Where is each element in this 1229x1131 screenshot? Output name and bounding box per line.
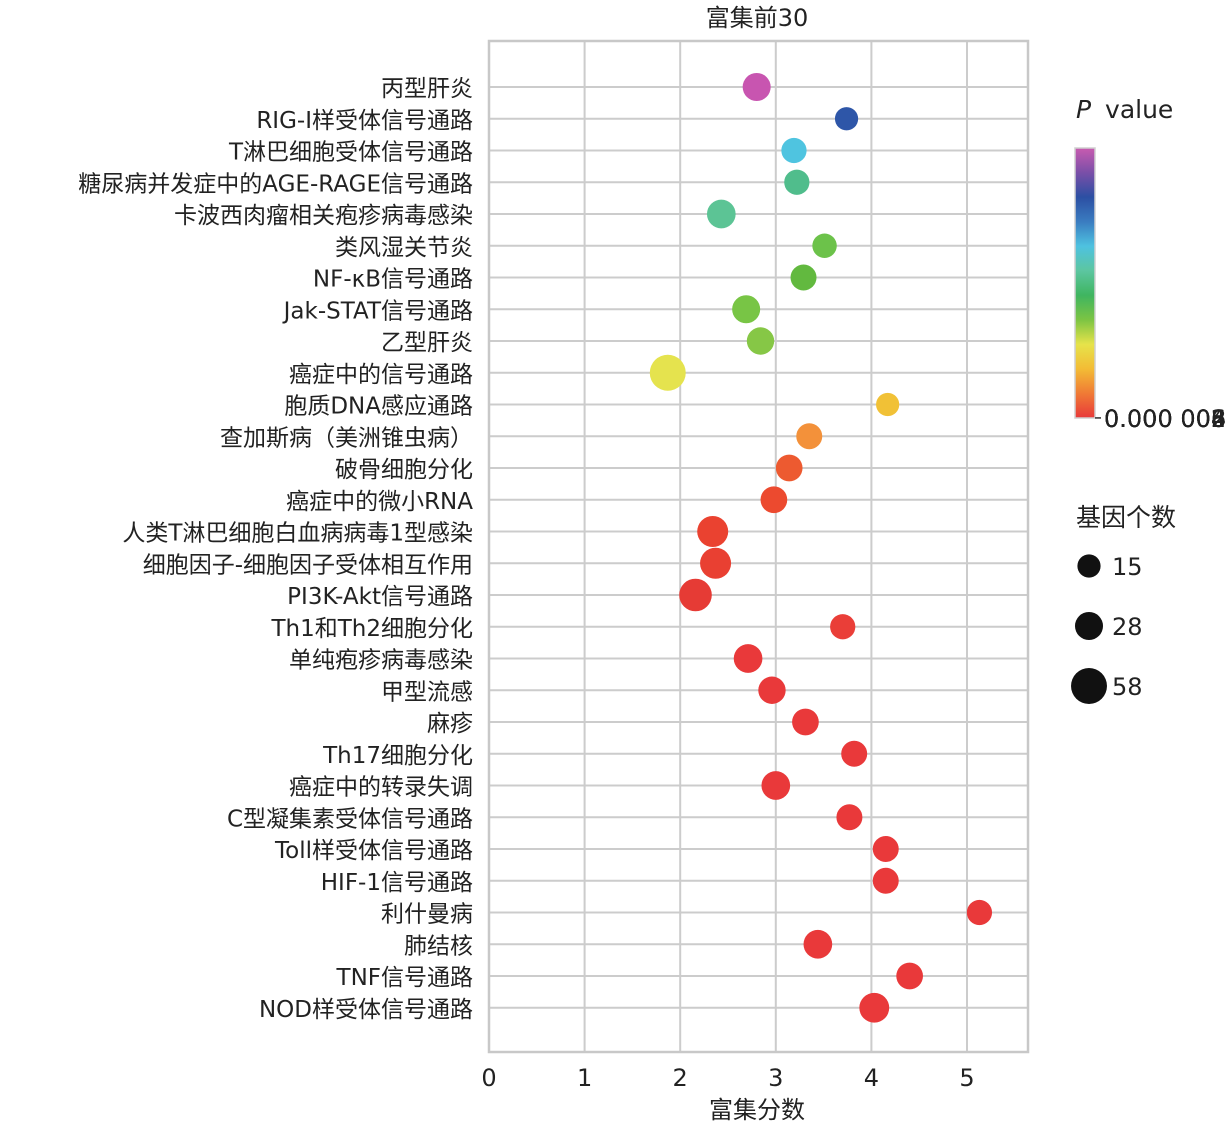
- data-point: [876, 392, 900, 417]
- y-tick-label: 麻疹: [427, 711, 473, 737]
- colorbar-tick-label: 0.000 004: [1104, 405, 1226, 433]
- data-point: [746, 327, 775, 355]
- size-legend-label: 15: [1112, 553, 1143, 581]
- y-tick-label: 丙型肝炎: [381, 76, 473, 102]
- data-point: [761, 771, 791, 800]
- data-point: [781, 137, 807, 164]
- data-point: [790, 264, 817, 291]
- data-point: [679, 578, 712, 612]
- gene-count-size-legend: 基因个数 15 28 58: [1071, 503, 1176, 704]
- y-tick-label: Toll样受体信号通路: [274, 838, 473, 864]
- y-tick-label: 细胞因子-细胞因子受体相互作用: [143, 552, 473, 578]
- colorbar-tick-label: 0.000 008: [1104, 405, 1226, 433]
- x-axis-title: 富集分数: [709, 1096, 805, 1124]
- y-tick-label: T淋巴细胞受体信号通路: [228, 140, 473, 166]
- data-point: [742, 72, 771, 102]
- data-point: [834, 107, 859, 131]
- x-tick-label: 3: [768, 1064, 783, 1092]
- data-point: [803, 929, 833, 959]
- data-point: [775, 454, 803, 482]
- pvalue-legend-title: P value: [1076, 95, 1173, 124]
- plot-background: [489, 41, 1028, 1052]
- y-tick-label: 利什曼病: [381, 902, 473, 928]
- size-legend-dot: [1077, 554, 1101, 578]
- y-tick-label: 甲型流感: [381, 679, 473, 705]
- data-point: [792, 708, 819, 736]
- y-tick-label: C型凝集素受体信号通路: [227, 806, 473, 832]
- data-point: [706, 199, 736, 229]
- size-legend-items: 15 28 58: [1071, 553, 1143, 704]
- y-tick-label: 癌症中的信号通路: [289, 362, 473, 388]
- pvalue-legend-title-rest: value: [1105, 95, 1173, 124]
- data-point: [836, 804, 863, 831]
- y-tick-label: Jak-STAT信号通路: [282, 298, 473, 324]
- plot-panel: [487, 39, 1030, 1054]
- y-tick-label: 人类T淋巴细胞白血病病毒1型感染: [122, 521, 473, 547]
- y-tick-label: Th17细胞分化: [322, 743, 473, 769]
- y-tick-label: RIG-I样受体信号通路: [256, 108, 473, 134]
- y-tick-label: 癌症中的转录失调: [289, 775, 473, 801]
- data-point: [841, 740, 868, 767]
- data-point: [796, 423, 823, 450]
- data-point: [732, 295, 761, 324]
- y-tick-label: 胞质DNA感应通路: [284, 394, 473, 420]
- y-tick-label: PI3K-Akt信号通路: [287, 584, 473, 610]
- x-tick-label: 0: [481, 1064, 496, 1092]
- data-point: [966, 899, 993, 926]
- plot-frame: [487, 39, 1030, 1054]
- pvalue-legend-title-italic: P: [1076, 95, 1092, 124]
- colorbar-tick-label: 0.000 006: [1104, 405, 1226, 433]
- x-tick-label: 2: [673, 1064, 688, 1092]
- chart-title: 富集前30: [706, 4, 809, 32]
- data-point: [872, 867, 899, 894]
- size-legend-title: 基因个数: [1076, 503, 1176, 532]
- size-legend-label: 58: [1112, 673, 1143, 701]
- y-tick-label: NOD样受体信号通路: [259, 997, 473, 1023]
- pvalue-colorbar: [1074, 147, 1096, 419]
- y-tick-label: TNF信号通路: [336, 965, 473, 991]
- data-points: [649, 72, 993, 1023]
- data-point: [859, 992, 890, 1023]
- data-point: [697, 515, 729, 548]
- y-tick-label: HIF-1信号通路: [321, 870, 473, 896]
- y-tick-label: 肺结核: [404, 933, 473, 959]
- data-point: [760, 486, 788, 514]
- x-tick-label: 4: [864, 1064, 879, 1092]
- y-tick-label: 查加斯病（美洲锥虫病）: [220, 425, 473, 451]
- y-tick-label: 糖尿病并发症中的AGE-RAGE信号通路: [78, 171, 473, 197]
- data-point: [812, 233, 837, 258]
- data-point: [700, 547, 732, 579]
- colorbar-tick-label: 0.000 002: [1104, 405, 1226, 433]
- y-tick-label: 类风湿关节炎: [335, 235, 473, 261]
- x-tick-label: 1: [577, 1064, 592, 1092]
- size-legend-dot: [1074, 611, 1104, 641]
- data-point: [872, 836, 899, 862]
- y-tick-label: 单纯疱疹病毒感染: [289, 648, 473, 674]
- size-legend-label: 28: [1112, 613, 1143, 641]
- data-point: [758, 676, 786, 704]
- size-legend-dot: [1071, 668, 1107, 704]
- data-point: [649, 354, 686, 391]
- data-point: [733, 644, 763, 673]
- data-point: [896, 962, 923, 990]
- y-tick-label: Th1和Th2细胞分化: [270, 616, 473, 642]
- x-tick-label: 5: [959, 1064, 974, 1092]
- data-point: [784, 169, 810, 195]
- y-tick-labels: 丙型肝炎 RIG-I样受体信号通路 T淋巴细胞受体信号通路糖尿病并发症中的AGE-R…: [78, 76, 473, 1023]
- y-tick-label: 破骨细胞分化: [335, 457, 473, 483]
- x-tick-labels: 0 1 2 3 4 5: [481, 1064, 974, 1092]
- y-tick-label: 卡波西肉瘤相关疱疹病毒感染: [174, 203, 473, 229]
- y-tick-label: NF-κB信号通路: [313, 267, 473, 293]
- y-tick-label: 癌症中的微小RNA: [286, 489, 473, 515]
- data-point: [830, 614, 856, 640]
- y-tick-label: 乙型肝炎: [381, 330, 473, 356]
